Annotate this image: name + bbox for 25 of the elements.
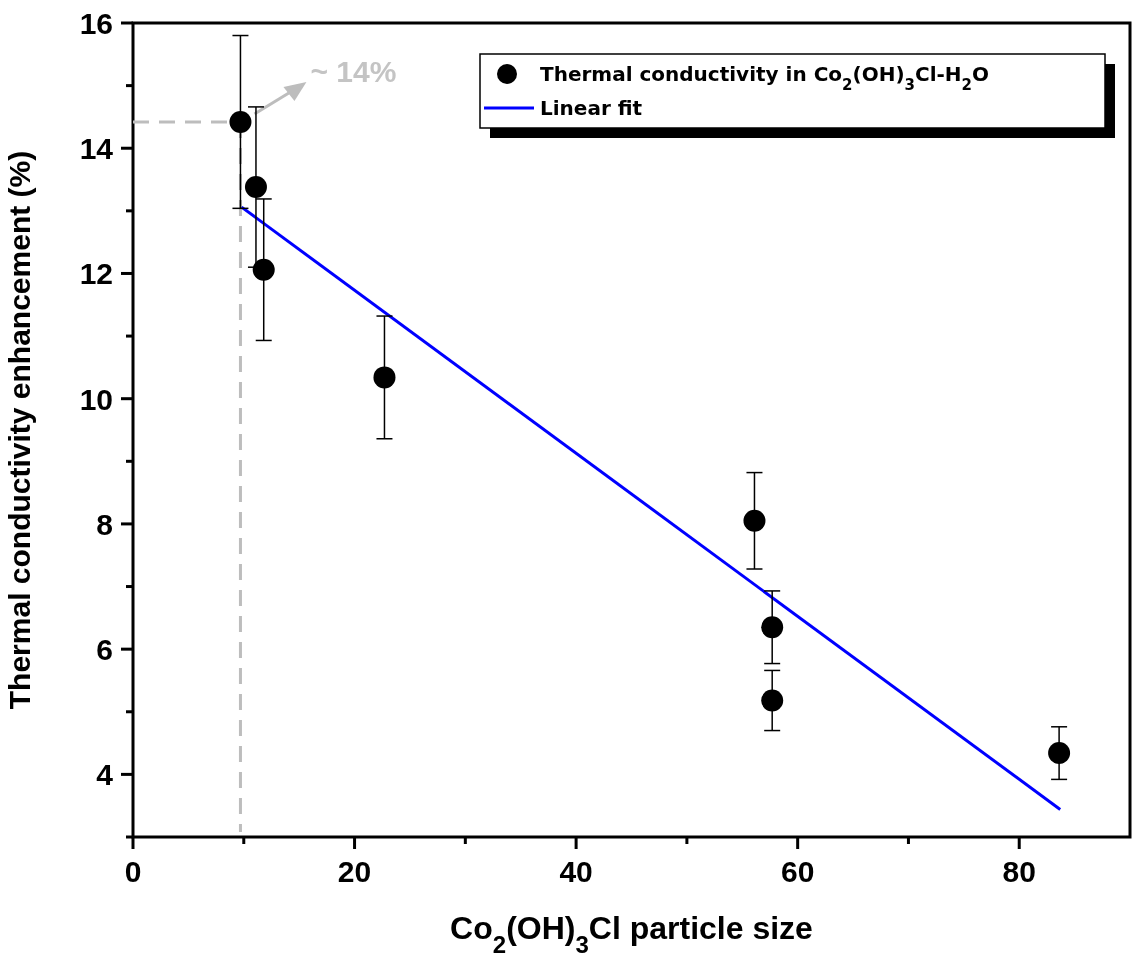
y-tick-label: 10 bbox=[79, 382, 113, 416]
point bbox=[373, 366, 396, 389]
y-tick-label: 12 bbox=[79, 257, 113, 291]
y-tick-label: 14 bbox=[79, 132, 114, 166]
x-tick-label: 0 bbox=[124, 855, 142, 888]
legend-label: Linear fit bbox=[540, 96, 643, 120]
y-tick-label: 8 bbox=[96, 507, 113, 541]
annotation: ~ 14% bbox=[310, 54, 397, 88]
point bbox=[244, 176, 267, 199]
point bbox=[743, 509, 766, 532]
x-tick-label: 20 bbox=[337, 855, 372, 888]
y-tick-label: 4 bbox=[96, 758, 114, 792]
y-tick-label: 6 bbox=[96, 633, 113, 667]
legend-label: Thermal conductivity in Co$_{2}$(OH)$_{3}$Cl-H$_{2}$O bbox=[540, 62, 989, 94]
point bbox=[761, 689, 784, 712]
x-tick-label: 80 bbox=[1002, 855, 1036, 888]
x-axis-title: Co$_{2}$(OH)$_{3}$Cl particle size bbox=[450, 910, 813, 958]
y-tick-label: 16 bbox=[79, 7, 113, 40]
point bbox=[761, 616, 784, 639]
point bbox=[229, 110, 252, 133]
y-axis-title: Thermal conductivity enhancement (%) bbox=[3, 150, 36, 710]
x-tick-label: 40 bbox=[559, 855, 593, 888]
x-tick-label: 60 bbox=[780, 855, 815, 888]
point bbox=[252, 258, 275, 281]
point bbox=[1048, 742, 1071, 765]
